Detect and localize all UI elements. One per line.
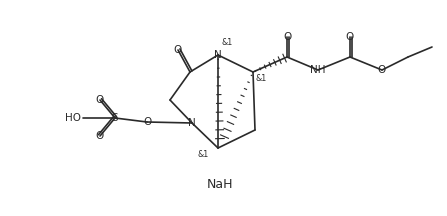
Text: NH: NH [310, 65, 326, 75]
Text: O: O [346, 32, 354, 42]
Text: NaH: NaH [207, 178, 233, 192]
Text: &1: &1 [198, 150, 209, 159]
Text: O: O [96, 131, 104, 141]
Text: &1: &1 [256, 74, 267, 83]
Text: O: O [143, 117, 151, 127]
Text: N: N [214, 50, 222, 60]
Text: O: O [96, 95, 104, 105]
Text: HO: HO [65, 113, 81, 123]
Text: S: S [112, 113, 118, 123]
Text: O: O [283, 32, 291, 42]
Text: O: O [378, 65, 386, 75]
Text: &1: &1 [221, 38, 232, 47]
Text: N: N [188, 118, 196, 128]
Text: O: O [174, 45, 182, 55]
